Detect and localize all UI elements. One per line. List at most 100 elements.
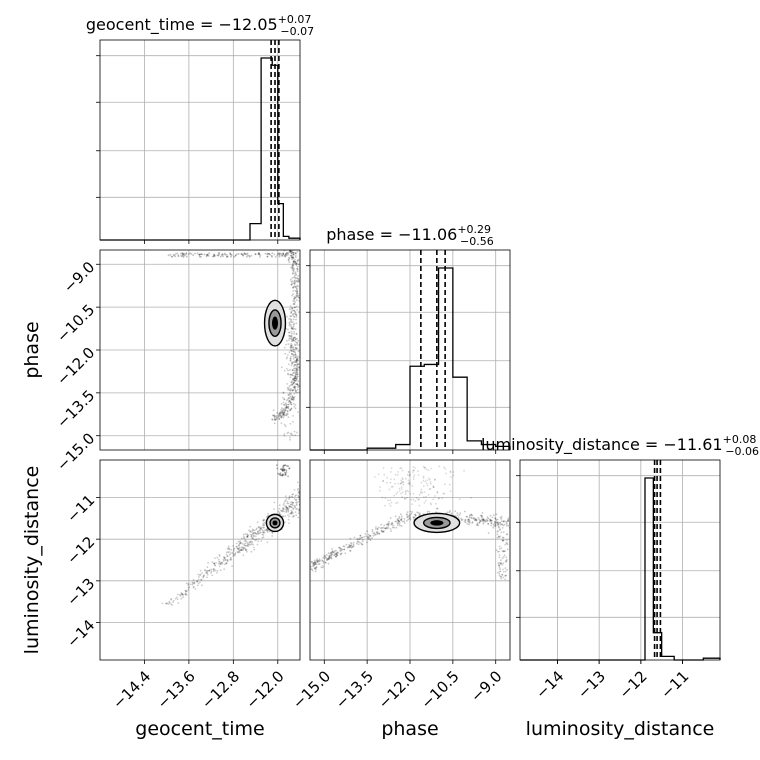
sample-point xyxy=(292,252,295,254)
sample-point xyxy=(290,509,293,512)
sample-point xyxy=(291,248,293,250)
x-tick-label-geocent_time: −12.0 xyxy=(242,667,287,712)
sample-point xyxy=(426,479,428,482)
sample-point xyxy=(289,373,292,376)
sample-point xyxy=(414,467,416,469)
sample-point xyxy=(406,511,409,513)
sample-point xyxy=(246,535,249,538)
sample-point xyxy=(271,531,274,534)
sample-point xyxy=(282,413,285,416)
sample-point xyxy=(294,301,296,304)
sample-point xyxy=(176,593,179,596)
sample-point xyxy=(381,527,383,529)
sample-point xyxy=(257,526,260,529)
sample-point xyxy=(295,299,298,302)
sample-point xyxy=(292,386,295,388)
sample-point xyxy=(311,561,313,564)
sample-point xyxy=(290,280,293,283)
sample-point xyxy=(278,507,281,510)
sample-point xyxy=(282,396,284,399)
sample-point xyxy=(240,253,243,255)
sample-point xyxy=(285,414,288,417)
sample-point xyxy=(432,486,435,488)
sample-point xyxy=(498,526,500,529)
sample-point xyxy=(294,297,296,299)
sample-point xyxy=(271,531,274,534)
sample-point xyxy=(259,527,262,530)
sample-point xyxy=(274,256,277,258)
sample-point xyxy=(246,535,249,538)
sample-point xyxy=(294,434,297,437)
sample-point xyxy=(206,572,209,575)
sample-point xyxy=(245,540,248,543)
sample-point xyxy=(223,557,226,560)
sample-point xyxy=(468,516,471,519)
sample-point xyxy=(328,554,331,557)
sample-point xyxy=(467,518,469,521)
sample-point xyxy=(239,542,242,544)
sample-point xyxy=(200,255,202,258)
sample-point xyxy=(294,506,297,509)
sample-point xyxy=(265,528,267,531)
sample-point xyxy=(187,582,190,585)
sample-point xyxy=(293,323,296,325)
sample-point xyxy=(423,466,426,469)
sample-point xyxy=(475,519,478,522)
sample-point xyxy=(290,350,293,353)
sample-point xyxy=(271,418,273,421)
sample-point xyxy=(498,545,501,548)
sample-point xyxy=(262,522,265,525)
sample-point xyxy=(282,474,285,476)
sample-point xyxy=(496,518,499,521)
sample-point xyxy=(290,345,293,348)
sample-point xyxy=(285,246,287,248)
sample-point xyxy=(475,519,478,522)
sample-point xyxy=(400,518,402,521)
sample-point xyxy=(289,250,292,252)
sample-point xyxy=(489,519,492,522)
sample-point xyxy=(166,602,169,605)
sample-point xyxy=(232,552,235,555)
sample-point xyxy=(239,542,241,544)
sample-point xyxy=(271,255,273,258)
sample-point xyxy=(288,261,291,264)
sample-point xyxy=(213,254,215,257)
sample-point xyxy=(396,501,399,504)
sample-point xyxy=(493,520,496,523)
sample-point xyxy=(471,522,474,524)
sample-point xyxy=(487,532,490,534)
sample-point xyxy=(261,533,264,536)
sample-point xyxy=(373,532,376,535)
sample-point xyxy=(501,523,504,526)
sample-point xyxy=(291,493,294,496)
sample-point xyxy=(373,476,376,478)
sample-point xyxy=(257,540,260,543)
sample-point xyxy=(500,520,503,522)
sample-point xyxy=(295,501,297,504)
sample-point xyxy=(296,391,298,394)
sample-point xyxy=(282,411,284,413)
sample-point xyxy=(289,505,292,508)
sample-point xyxy=(196,252,199,255)
sample-point xyxy=(275,416,278,419)
sample-point xyxy=(282,515,285,518)
sample-point xyxy=(294,289,297,292)
sample-point xyxy=(496,522,499,524)
sample-point xyxy=(292,397,295,399)
sample-point xyxy=(294,353,297,356)
sample-point xyxy=(366,541,368,544)
sample-point xyxy=(454,510,457,513)
sample-point xyxy=(436,491,439,493)
sample-point xyxy=(248,255,251,258)
sample-point xyxy=(335,555,337,557)
sample-point xyxy=(476,522,479,525)
sample-point xyxy=(296,259,299,262)
sample-point xyxy=(291,362,294,365)
sample-point xyxy=(498,564,501,567)
sample-point xyxy=(293,303,296,305)
sample-point xyxy=(387,522,389,525)
sample-point xyxy=(292,321,294,323)
sample-point xyxy=(288,385,291,388)
sample-point xyxy=(378,532,381,535)
sample-point xyxy=(292,264,294,267)
